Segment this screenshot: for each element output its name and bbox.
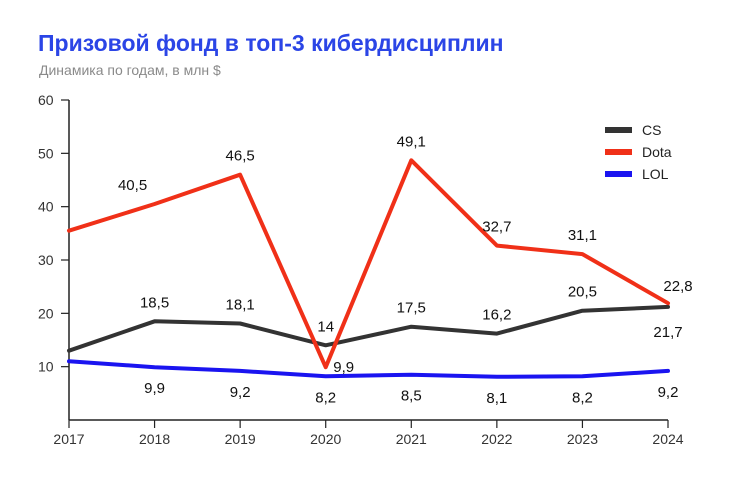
series-line-lol <box>67 359 670 379</box>
x-tick-label: 2019 <box>225 431 256 447</box>
data-label: 40,5 <box>118 177 147 194</box>
x-tick-label: 2021 <box>396 431 427 447</box>
legend-label: Dota <box>642 144 672 160</box>
data-label: 8,2 <box>572 389 593 406</box>
data-label: 49,1 <box>397 133 426 150</box>
y-tick-label: 20 <box>38 305 54 321</box>
data-label: 31,1 <box>568 227 597 244</box>
data-label: 8,2 <box>315 389 336 406</box>
series-line-dota <box>67 158 670 370</box>
data-label: 9,9 <box>333 359 354 376</box>
y-tick-label: 30 <box>38 252 54 268</box>
chart-subtitle: Динамика по годам, в млн $ <box>39 62 221 78</box>
data-label: 46,5 <box>226 148 255 165</box>
x-tick-label: 2023 <box>567 431 598 447</box>
data-label: 18,1 <box>226 296 255 313</box>
data-label: 14 <box>317 318 334 335</box>
data-label: 8,1 <box>486 390 507 407</box>
data-label: 9,9 <box>144 380 165 397</box>
x-tick-label: 2022 <box>481 431 512 447</box>
data-label: 22,8 <box>663 278 692 295</box>
legend-label: CS <box>642 122 661 138</box>
data-label: 17,5 <box>397 300 426 317</box>
data-label: 18,5 <box>140 294 169 311</box>
x-tick-label: 2018 <box>139 431 170 447</box>
data-label: 21,7 <box>653 324 682 341</box>
x-tick-label: 2017 <box>53 431 84 447</box>
legend: CS Dota LOL <box>605 122 672 182</box>
x-tick-label: 2020 <box>310 431 341 447</box>
data-label: 32,7 <box>482 219 511 236</box>
y-tick-label: 50 <box>38 145 54 161</box>
y-tick-label: 60 <box>38 92 54 108</box>
y-tick-label: 10 <box>38 359 54 375</box>
chart-title: Призовой фонд в топ-3 кибердисциплин <box>38 30 504 56</box>
y-tick-label: 40 <box>38 199 54 215</box>
series-line-cs <box>67 304 670 353</box>
data-label: 9,2 <box>230 384 251 401</box>
legend-label: LOL <box>642 166 669 182</box>
data-label: 8,5 <box>401 388 422 405</box>
series-lines <box>67 158 670 379</box>
data-label: 9,2 <box>658 384 679 401</box>
data-label: 16,2 <box>482 307 511 324</box>
axes: 10 20 30 40 50 60 2017 2018 2019 2020 2021 2022 2023… <box>38 92 684 447</box>
x-tick-label: 2024 <box>652 431 683 447</box>
data-labels: 18,5 18,1 14 17,5 16,2 20,5 21,7 40,5 46,5 9,9 49,… <box>118 133 693 407</box>
data-label: 20,5 <box>568 284 597 301</box>
